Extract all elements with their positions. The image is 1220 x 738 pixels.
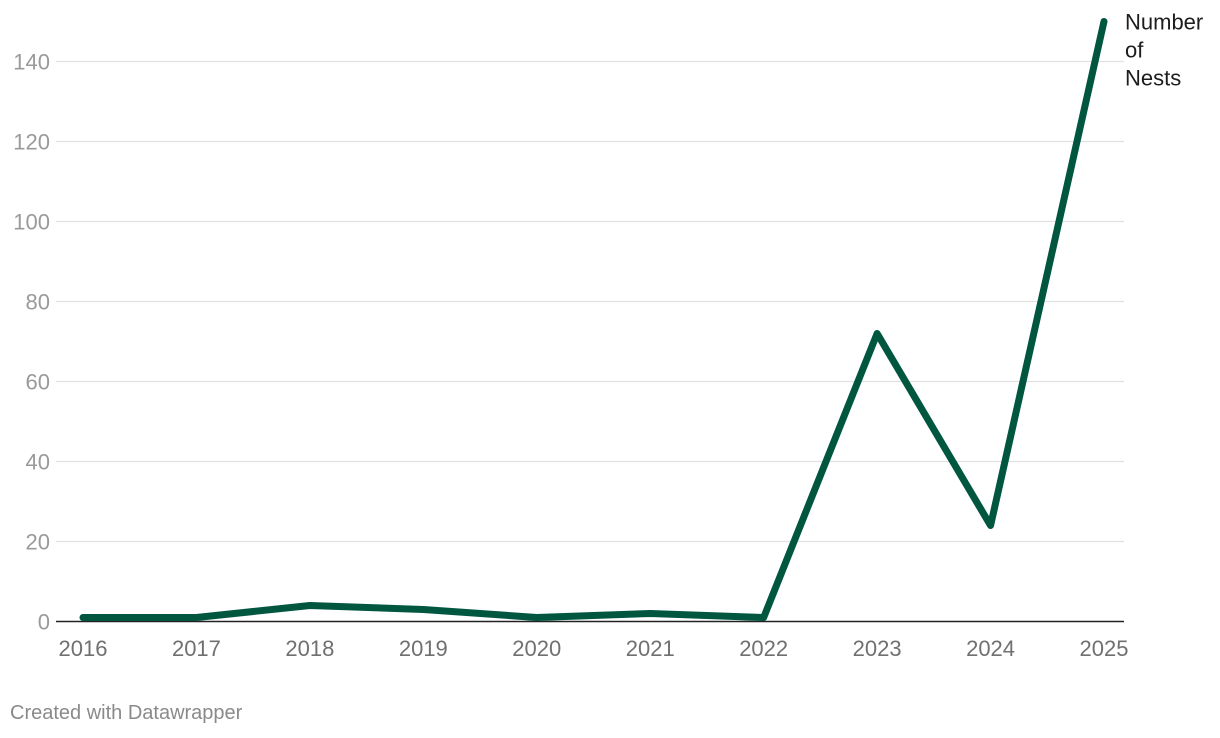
x-tick-label: 2021 [626,636,675,661]
x-tick-label: 2024 [966,636,1015,661]
y-tick-label: 140 [13,50,50,75]
y-tick-label: 60 [26,370,50,395]
x-tick-label: 2019 [399,636,448,661]
x-tick-label: 2025 [1080,636,1129,661]
series-lines [79,18,1108,621]
x-tick-label: 2017 [172,636,221,661]
y-tick-label: 120 [13,130,50,155]
x-tick-label: 2022 [739,636,788,661]
y-tick-label: 100 [13,210,50,235]
y-tick-label: 20 [26,530,50,555]
y-tick-label: 40 [26,450,50,475]
x-tick-label: 2020 [512,636,561,661]
series-direct-labels: Number of Nests [1125,10,1203,91]
series-label: Number of Nests [1125,10,1203,91]
y-tick-label: 80 [26,290,50,315]
y-axis-tick-labels: 0 20 40 60 80 100 120 140 [13,50,50,635]
credit-text: Created with Datawrapper [10,702,243,724]
x-tick-label: 2018 [285,636,334,661]
x-axis-tick-labels: 2016 2017 2018 2019 2020 2021 2022 2023 2024 2025 [59,636,1129,661]
y-tick-label: 0 [38,610,50,635]
gridlines [56,60,1124,623]
x-tick-label: 2016 [59,636,108,661]
x-tick-label: 2023 [853,636,902,661]
series-line [79,18,1108,621]
